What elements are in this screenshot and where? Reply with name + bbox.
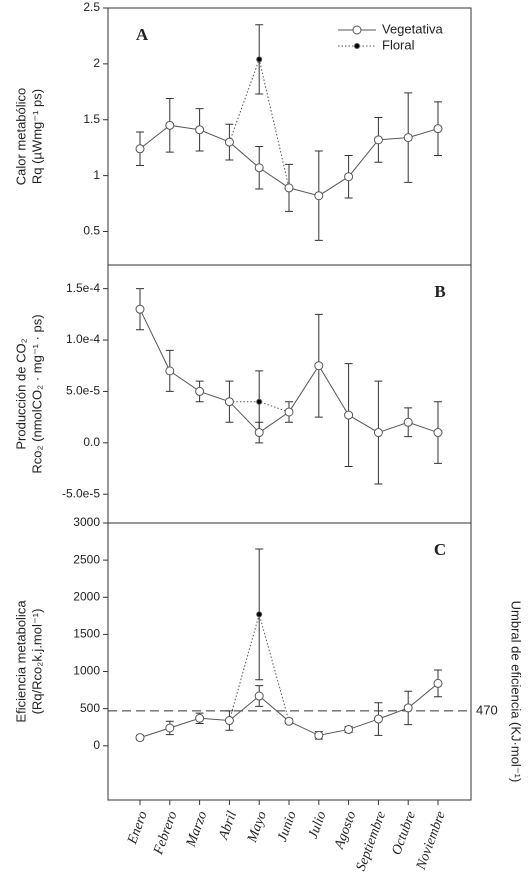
y-axis-label: Rq (µWmg⁻¹ ps) xyxy=(29,89,44,184)
y-tick-label: 0.0 xyxy=(83,435,100,449)
y-tick-label: 2000 xyxy=(73,589,100,603)
legend-marker xyxy=(352,25,362,35)
marker xyxy=(314,730,324,740)
y-tick-label: 0 xyxy=(93,738,100,752)
y-tick-label: 1.5e-4 xyxy=(66,281,100,295)
x-tick-label: Septiembre xyxy=(354,809,389,873)
marker xyxy=(314,361,324,371)
y-axis-label: Calor metabólico xyxy=(13,88,28,186)
marker xyxy=(344,724,354,734)
legend-label: Floral xyxy=(382,37,415,52)
y-tick-label: -5.0e-5 xyxy=(62,486,100,500)
legend-marker xyxy=(354,43,360,49)
y2-axis-label: Umbral de eficiencia (KJ·mol⁻¹) xyxy=(509,601,524,783)
marker xyxy=(256,56,263,63)
y-tick-label: 1000 xyxy=(73,664,100,678)
marker xyxy=(135,733,145,743)
y-tick-label: 3000 xyxy=(73,515,100,529)
x-tick-label: Febrero xyxy=(151,809,181,857)
marker xyxy=(195,125,205,135)
x-tick-label: Marzo xyxy=(183,809,210,849)
marker xyxy=(403,133,413,143)
y-tick-label: 5.0e-5 xyxy=(66,384,100,398)
marker xyxy=(284,407,294,417)
x-tick-label: Agosto xyxy=(332,809,360,852)
marker xyxy=(314,191,324,201)
marker xyxy=(344,410,354,420)
marker xyxy=(373,135,383,145)
marker xyxy=(433,678,443,688)
panel-letter: B xyxy=(434,282,445,301)
marker xyxy=(254,691,264,701)
plot-frame xyxy=(107,264,472,524)
x-tick-label: Mayo xyxy=(245,809,270,845)
marker xyxy=(165,366,175,376)
x-tick-label: Noviembre xyxy=(414,809,449,872)
marker xyxy=(135,144,145,154)
marker xyxy=(373,428,383,438)
plot-frame xyxy=(107,522,472,801)
y-axis-label: Producción de CO₂ xyxy=(13,338,28,449)
x-tick-label: Octubre xyxy=(389,809,419,857)
y-tick-label: 500 xyxy=(80,701,100,715)
marker xyxy=(195,386,205,396)
y-tick-label: 0.5 xyxy=(83,224,100,238)
y-tick-label: 2.5 xyxy=(83,0,100,14)
marker xyxy=(433,124,443,134)
x-tick-label: Julio xyxy=(306,809,330,840)
marker xyxy=(254,163,264,173)
x-tick-label: Abril xyxy=(216,809,240,842)
y-axis-label: Rco₂ (nmolCO₂ · mg⁻¹ · ps) xyxy=(29,314,44,473)
marker xyxy=(284,716,294,726)
plot-frame xyxy=(107,7,472,266)
marker xyxy=(256,398,263,405)
panel-letter: A xyxy=(136,25,149,44)
marker xyxy=(195,713,205,723)
y-tick-label: 1.5 xyxy=(83,112,100,126)
threshold-label: 470 xyxy=(476,702,498,717)
marker xyxy=(224,137,234,147)
legend-label: Vegetativa xyxy=(382,21,443,36)
x-tick-label: Enero xyxy=(125,809,151,847)
marker xyxy=(403,417,413,427)
marker xyxy=(224,716,234,726)
panel-letter: C xyxy=(434,540,446,559)
y-axis-label: Eficiencia metabolica xyxy=(13,600,28,723)
marker xyxy=(284,183,294,193)
marker xyxy=(373,714,383,724)
marker xyxy=(403,703,413,713)
x-tick-label: Junio xyxy=(275,809,300,843)
y-tick-label: 2500 xyxy=(73,552,100,566)
marker xyxy=(135,304,145,314)
y-axis-label: (Rq/Rco₂k.j.mol⁻¹) xyxy=(29,609,44,715)
marker xyxy=(254,428,264,438)
y-tick-label: 1 xyxy=(93,168,100,182)
marker xyxy=(165,120,175,130)
marker xyxy=(224,397,234,407)
y-tick-label: 1500 xyxy=(73,627,100,641)
marker xyxy=(165,723,175,733)
marker xyxy=(433,428,443,438)
y-tick-label: 2 xyxy=(93,56,100,70)
marker xyxy=(256,611,263,618)
y-tick-label: 1.0e-4 xyxy=(66,332,100,346)
marker xyxy=(344,172,354,182)
